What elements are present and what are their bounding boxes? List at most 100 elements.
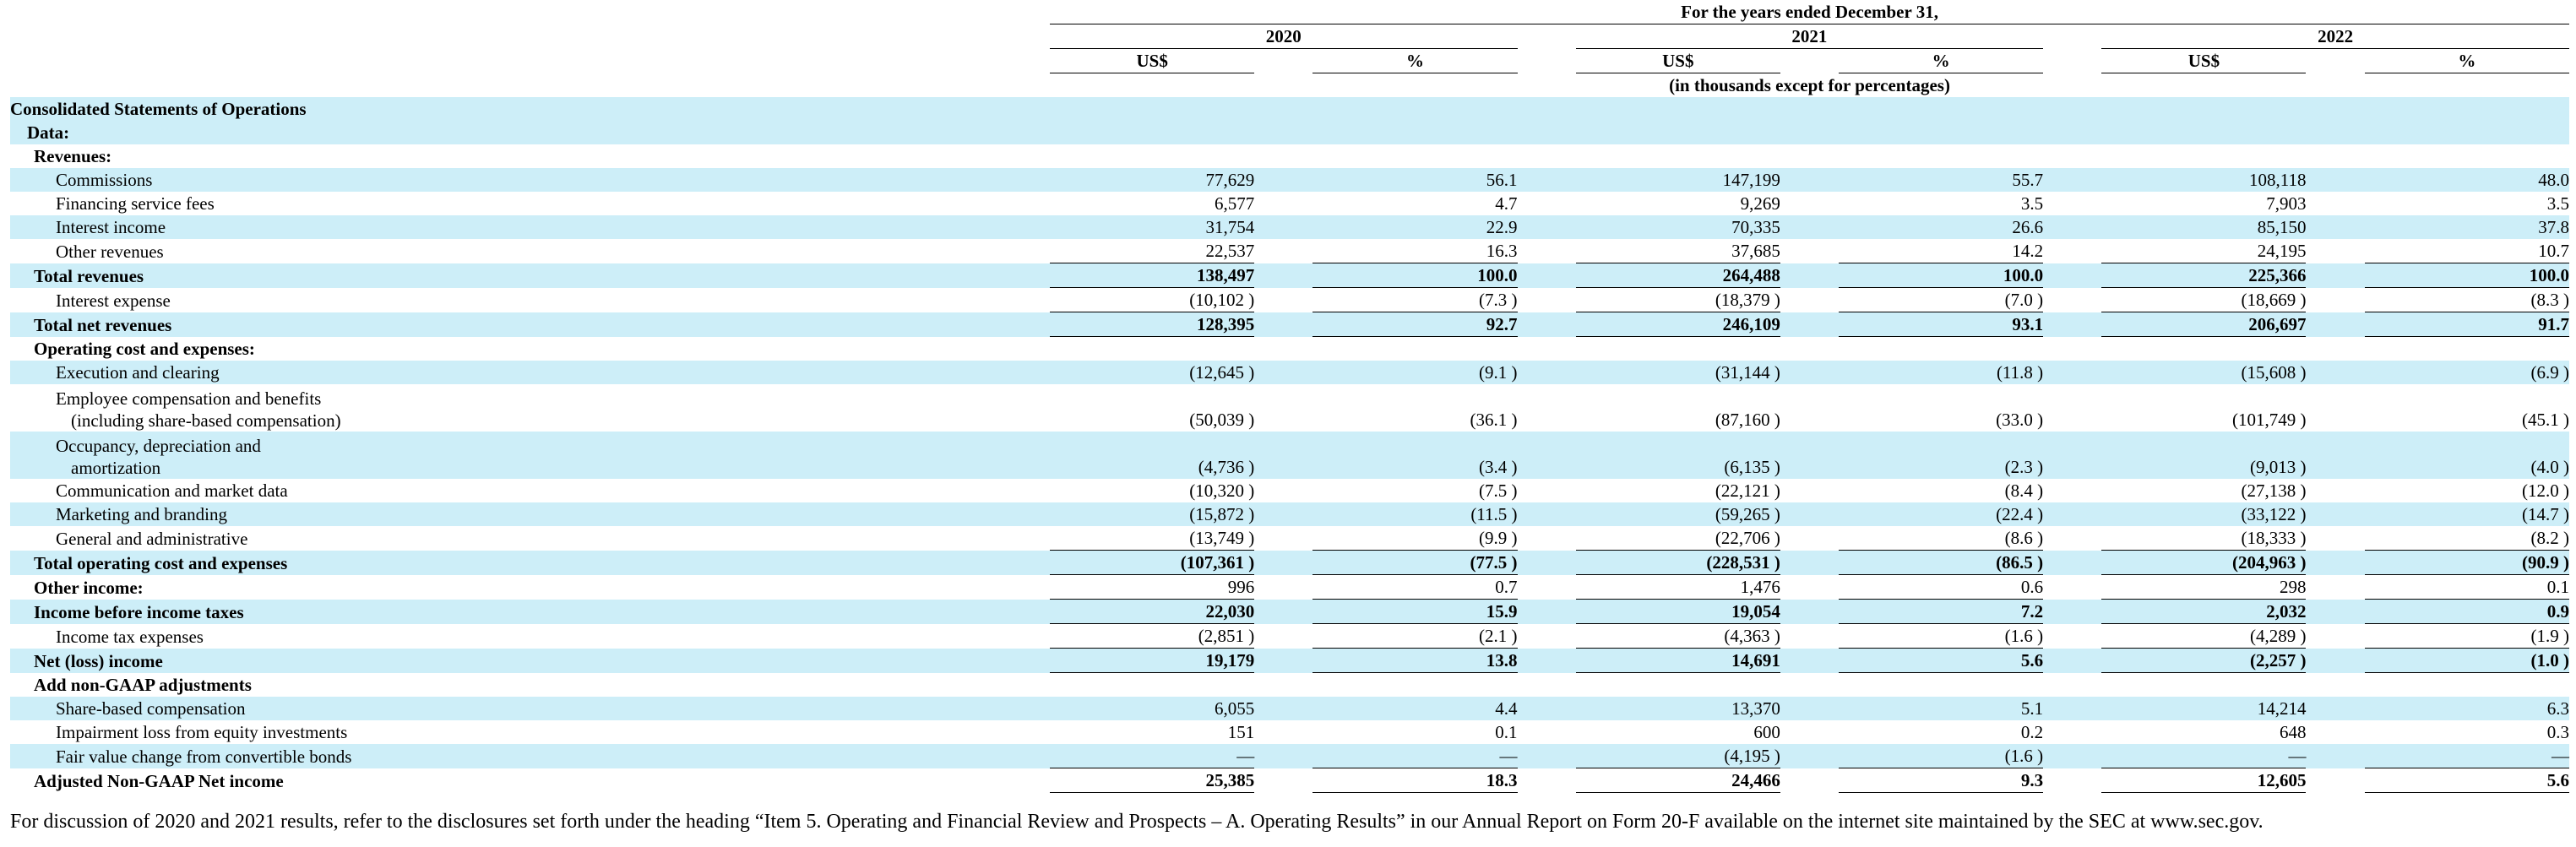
cell-percent: 100.0 xyxy=(1839,263,2044,288)
column-label-row: US$ % US$ % US$ % xyxy=(10,48,2569,73)
row-label: Share-based compensation xyxy=(10,697,1051,720)
cell-usd: (15,872 ) xyxy=(1050,502,1255,526)
cell-percent: (11.5 ) xyxy=(1312,502,1518,526)
cell-usd: (50,039 ) xyxy=(1189,410,1255,430)
col-usd-2020: US$ xyxy=(1050,48,1255,73)
cell-percent: 18.3 xyxy=(1312,768,1518,793)
table-row: Total operating cost and expenses (107,36… xyxy=(10,550,2569,575)
cell-usd: 24,195 xyxy=(2257,241,2307,261)
cell-usd: 14,214 xyxy=(2101,697,2307,720)
cell-percent: 15.9 xyxy=(1312,599,1518,624)
cell-usd: 22,537 xyxy=(1205,241,1255,261)
cell-usd: 2,032 xyxy=(2101,599,2307,624)
cell-percent: 13.8 xyxy=(1312,648,1518,673)
cell-usd xyxy=(1050,673,1254,698)
cell-percent: (33.0 ) xyxy=(1996,410,2044,430)
row-label: Income before income taxes xyxy=(10,599,1051,624)
cell-usd xyxy=(1576,144,1780,168)
cell-percent: 16.3 xyxy=(1486,241,1518,261)
cell-percent: 92.7 xyxy=(1312,312,1518,337)
financial-document: For the years ended December 31, 2020 20… xyxy=(10,0,2569,793)
cell-usd: 108,118 xyxy=(2101,168,2307,192)
cell-usd: 151 xyxy=(1227,722,1255,742)
cell-percent: (77.5 ) xyxy=(1312,550,1518,575)
cell-usd: 600 xyxy=(1753,722,1780,742)
cell-percent xyxy=(1839,673,2043,698)
cell-percent: 26.6 xyxy=(1839,215,2044,239)
table-row: Net (loss) income 19,179 13.8 14,691 5.6 (2,2… xyxy=(10,648,2569,673)
section-subtitle: Data: xyxy=(10,121,1051,144)
table-row: Communication and market data (10,320 ) (7… xyxy=(10,479,2569,502)
table-row: Interest income 31,754 22.9 70,335 26.6 85,15… xyxy=(10,215,2569,239)
cell-percent: (4.0 ) xyxy=(2364,432,2569,479)
cell-usd xyxy=(1576,673,1780,698)
cell-percent: 0.9 xyxy=(2364,599,2569,624)
cell-usd: (18,379 ) xyxy=(1715,290,1780,310)
cell-percent: (11.8 ) xyxy=(1839,361,2044,384)
cell-percent: (12.0 ) xyxy=(2522,481,2569,501)
table-row: Execution and clearing (12,645 ) (9.1 ) (31… xyxy=(10,361,2569,384)
cell-percent: (9.1 ) xyxy=(1312,361,1518,384)
cell-percent: (1.6 ) xyxy=(2004,626,2044,646)
units-row: (in thousands except for percentages) xyxy=(10,73,2569,98)
cell-usd: (4,736 ) xyxy=(1050,432,1255,479)
cell-usd: 147,199 xyxy=(1575,168,1780,192)
row-label-line2: amortization xyxy=(71,458,161,478)
table-row: Adjusted Non-GAAP Net income 25,385 18.3 24… xyxy=(10,768,2569,793)
row-label: Total operating cost and expenses xyxy=(10,550,1051,575)
cell-usd: 225,366 xyxy=(2101,263,2307,288)
row-label: Interest income xyxy=(10,215,1051,239)
table-row: Commissions 77,629 56.1 147,199 55.7 108,118 4… xyxy=(10,168,2569,192)
cell-usd: (2,257 ) xyxy=(2101,648,2307,673)
cell-percent xyxy=(1312,337,1517,361)
cell-usd: 70,335 xyxy=(1575,215,1780,239)
cell-percent: 9.3 xyxy=(1839,768,2044,793)
cell-usd xyxy=(2101,144,2306,168)
col-pct-2021: % xyxy=(1839,48,2044,73)
table-row: Other income: 996 0.7 1,476 0.6 298 0.1 xyxy=(10,575,2569,600)
cell-percent: 0.2 xyxy=(2020,722,2044,742)
table-row: Fair value change from convertible bonds… xyxy=(10,744,2569,768)
cell-percent: 91.7 xyxy=(2364,312,2569,337)
cell-usd: (9,013 ) xyxy=(2101,432,2307,479)
row-label: Execution and clearing xyxy=(10,361,1051,384)
cell-percent: (22.4 ) xyxy=(1839,502,2044,526)
cell-percent: (86.5 ) xyxy=(1839,550,2044,575)
cell-percent: (2.1 ) xyxy=(1479,626,1518,646)
row-label: Fair value change from convertible bonds xyxy=(10,744,1051,768)
row-label: Interest expense xyxy=(56,290,171,311)
row-label-line1: Occupancy, depreciation and xyxy=(56,436,261,456)
row-label-line1: Employee compensation and benefits xyxy=(56,388,322,409)
cell-usd: (6,135 ) xyxy=(1575,432,1780,479)
section-title-row: Consolidated Statements of Operations xyxy=(10,97,2569,121)
cell-usd: 14,691 xyxy=(1575,648,1780,673)
cell-percent xyxy=(1839,337,2043,361)
table-row: Occupancy, depreciation and amortization (… xyxy=(10,432,2569,479)
cell-percent xyxy=(1312,144,1517,168)
cell-percent: (8.4 ) xyxy=(2004,481,2044,501)
cell-usd: (107,361 ) xyxy=(1050,550,1255,575)
cell-usd: 22,030 xyxy=(1050,599,1255,624)
row-label: Communication and market data xyxy=(56,481,288,501)
cell-usd: 128,395 xyxy=(1050,312,1255,337)
section-subtitle-row: Data: xyxy=(10,121,2569,144)
row-label: Commissions xyxy=(10,168,1051,192)
cell-usd: — xyxy=(2101,744,2307,768)
cell-percent: — xyxy=(2364,744,2569,768)
cell-usd: (204,963 ) xyxy=(2101,550,2307,575)
cell-percent: 5.6 xyxy=(2364,768,2569,793)
table-row: Other revenues 22,537 16.3 37,685 14.2 24,195… xyxy=(10,239,2569,263)
table-row: Financing service fees 6,577 4.7 9,269 3.5 7,… xyxy=(10,192,2569,215)
cell-usd: 19,179 xyxy=(1050,648,1255,673)
cell-usd: 1,476 xyxy=(1740,577,1780,597)
col-pct-2020: % xyxy=(1312,48,1518,73)
section-title: Consolidated Statements of Operations xyxy=(10,97,1051,121)
cell-usd: 138,497 xyxy=(1050,263,1255,288)
cell-usd: 6,055 xyxy=(1050,697,1255,720)
cell-usd: (4,195 ) xyxy=(1575,744,1780,768)
cell-percent: (8.3 ) xyxy=(2530,290,2570,310)
cell-usd: 77,629 xyxy=(1050,168,1255,192)
cell-percent: 4.4 xyxy=(1312,697,1518,720)
cell-usd: 246,109 xyxy=(1575,312,1780,337)
cell-percent: (1.6 ) xyxy=(1839,744,2044,768)
